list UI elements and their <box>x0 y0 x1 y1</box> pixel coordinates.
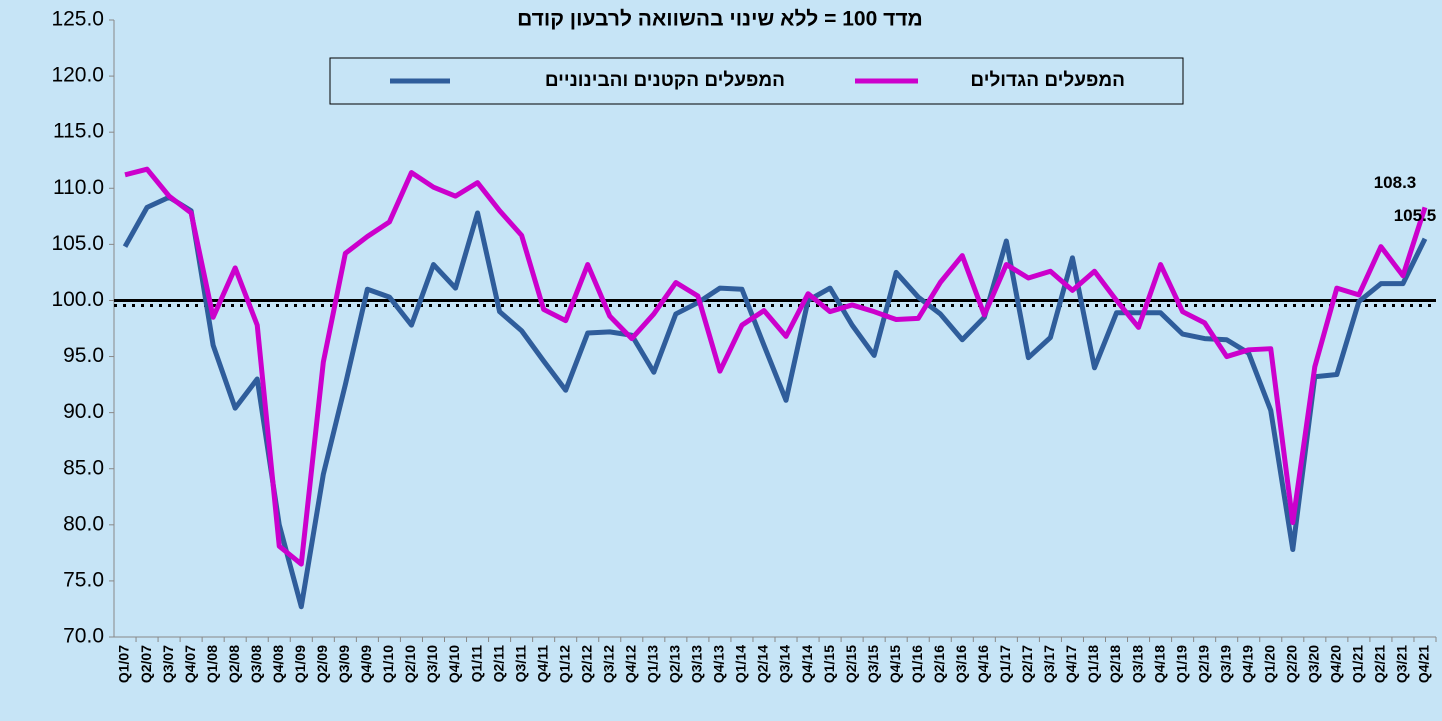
x-tick-label: Q4/13 <box>711 645 727 683</box>
series-line <box>124 166 1428 567</box>
x-tick-label: Q3/16 <box>953 645 969 683</box>
x-tick-label: Q3/09 <box>336 645 352 683</box>
x-tick-label: Q2/20 <box>1283 645 1299 683</box>
y-tick-label: 95.0 <box>63 344 104 367</box>
y-tick-label: 120.0 <box>51 64 104 87</box>
x-tick-label: Q3/10 <box>424 645 440 683</box>
x-tick-label: Q2/08 <box>226 645 242 683</box>
x-tick-label: Q1/15 <box>821 645 837 683</box>
y-tick-label: 85.0 <box>63 456 104 479</box>
x-tick-label: Q3/15 <box>865 645 881 683</box>
data-label: 108.3 <box>1374 173 1417 192</box>
x-tick-label: Q4/14 <box>799 645 815 683</box>
x-tick-label: Q4/17 <box>1063 645 1079 683</box>
x-tick-label: Q3/21 <box>1394 645 1410 683</box>
x-tick-label: Q3/20 <box>1306 645 1322 683</box>
x-tick-label: Q2/11 <box>490 645 506 683</box>
y-tick-label: 75.0 <box>63 568 104 591</box>
y-tick-label: 125.0 <box>51 8 104 31</box>
x-tick-label: Q1/11 <box>468 645 484 683</box>
x-tick-label: Q3/12 <box>600 645 616 683</box>
x-tick-label: Q3/17 <box>1041 645 1057 683</box>
y-tick-label: 70.0 <box>63 625 104 648</box>
chart-title: מדד 100 = ללא שינוי בהשוואה לרבעון קודם <box>517 8 923 31</box>
x-tick-label: Q1/14 <box>733 645 749 683</box>
x-tick-label: Q1/07 <box>116 645 132 683</box>
x-tick-label: Q4/19 <box>1239 645 1255 683</box>
x-tick-label: Q1/09 <box>292 645 308 683</box>
x-tick-label: Q1/16 <box>909 645 925 683</box>
x-tick-label: Q2/21 <box>1372 645 1388 683</box>
x-tick-label: Q1/19 <box>1173 645 1189 683</box>
x-tick-label: Q2/09 <box>314 645 330 683</box>
x-tick-label: Q1/21 <box>1350 645 1366 683</box>
x-tick-label: Q2/14 <box>755 645 771 683</box>
x-tick-label: Q3/07 <box>160 645 176 683</box>
data-label: 105.5 <box>1394 206 1437 225</box>
x-tick-label: Q2/12 <box>578 645 594 683</box>
x-tick-label: Q4/21 <box>1416 645 1432 683</box>
y-tick-label: 115.0 <box>53 120 104 143</box>
legend-box <box>329 57 1184 105</box>
x-tick-label: Q2/13 <box>667 645 683 683</box>
y-tick-label: 110.0 <box>53 176 104 199</box>
x-tick-label: Q2/10 <box>402 645 418 683</box>
x-tick-label: Q2/18 <box>1107 645 1123 683</box>
x-tick-label: Q4/09 <box>358 645 374 683</box>
y-tick-label: 80.0 <box>63 512 104 535</box>
x-tick-label: Q4/18 <box>1151 645 1167 683</box>
x-tick-label: Q1/08 <box>204 645 220 683</box>
x-tick-label: Q1/17 <box>997 645 1013 683</box>
x-tick-label: Q4/10 <box>446 645 462 683</box>
x-tick-label: Q1/10 <box>380 645 396 683</box>
x-tick-label: Q3/14 <box>777 645 793 683</box>
legend-label: המפעלים הגדולים <box>970 70 1125 91</box>
x-tick-label: Q2/15 <box>843 645 859 683</box>
x-tick-label: Q3/08 <box>248 645 264 683</box>
x-tick-label: Q4/16 <box>975 645 991 683</box>
x-tick-label: Q4/12 <box>622 645 638 683</box>
x-tick-label: Q3/11 <box>512 645 528 683</box>
x-tick-label: Q2/16 <box>931 645 947 683</box>
x-tick-label: Q4/20 <box>1328 645 1344 683</box>
x-tick-label: Q1/20 <box>1261 645 1277 683</box>
x-tick-label: Q2/19 <box>1195 645 1211 683</box>
legend-label: המפעלים הקטנים והבינוניים <box>545 70 785 91</box>
x-tick-label: Q3/19 <box>1217 645 1233 683</box>
y-tick-label: 100.0 <box>51 288 104 311</box>
x-tick-label: Q2/17 <box>1019 645 1035 683</box>
x-tick-label: Q4/08 <box>270 645 286 683</box>
x-tick-label: Q3/13 <box>689 645 705 683</box>
series-line <box>122 194 1428 610</box>
y-tick-label: 90.0 <box>63 400 104 423</box>
x-tick-label: Q4/07 <box>182 645 198 683</box>
x-tick-label: Q4/11 <box>534 645 550 683</box>
x-tick-label: Q1/13 <box>645 645 661 683</box>
x-tick-label: Q1/18 <box>1085 645 1101 683</box>
x-tick-label: Q4/15 <box>887 645 903 683</box>
x-tick-label: Q3/18 <box>1129 645 1145 683</box>
x-tick-label: Q1/12 <box>556 645 572 683</box>
y-tick-label: 105.0 <box>51 232 104 255</box>
x-tick-label: Q2/07 <box>138 645 154 683</box>
